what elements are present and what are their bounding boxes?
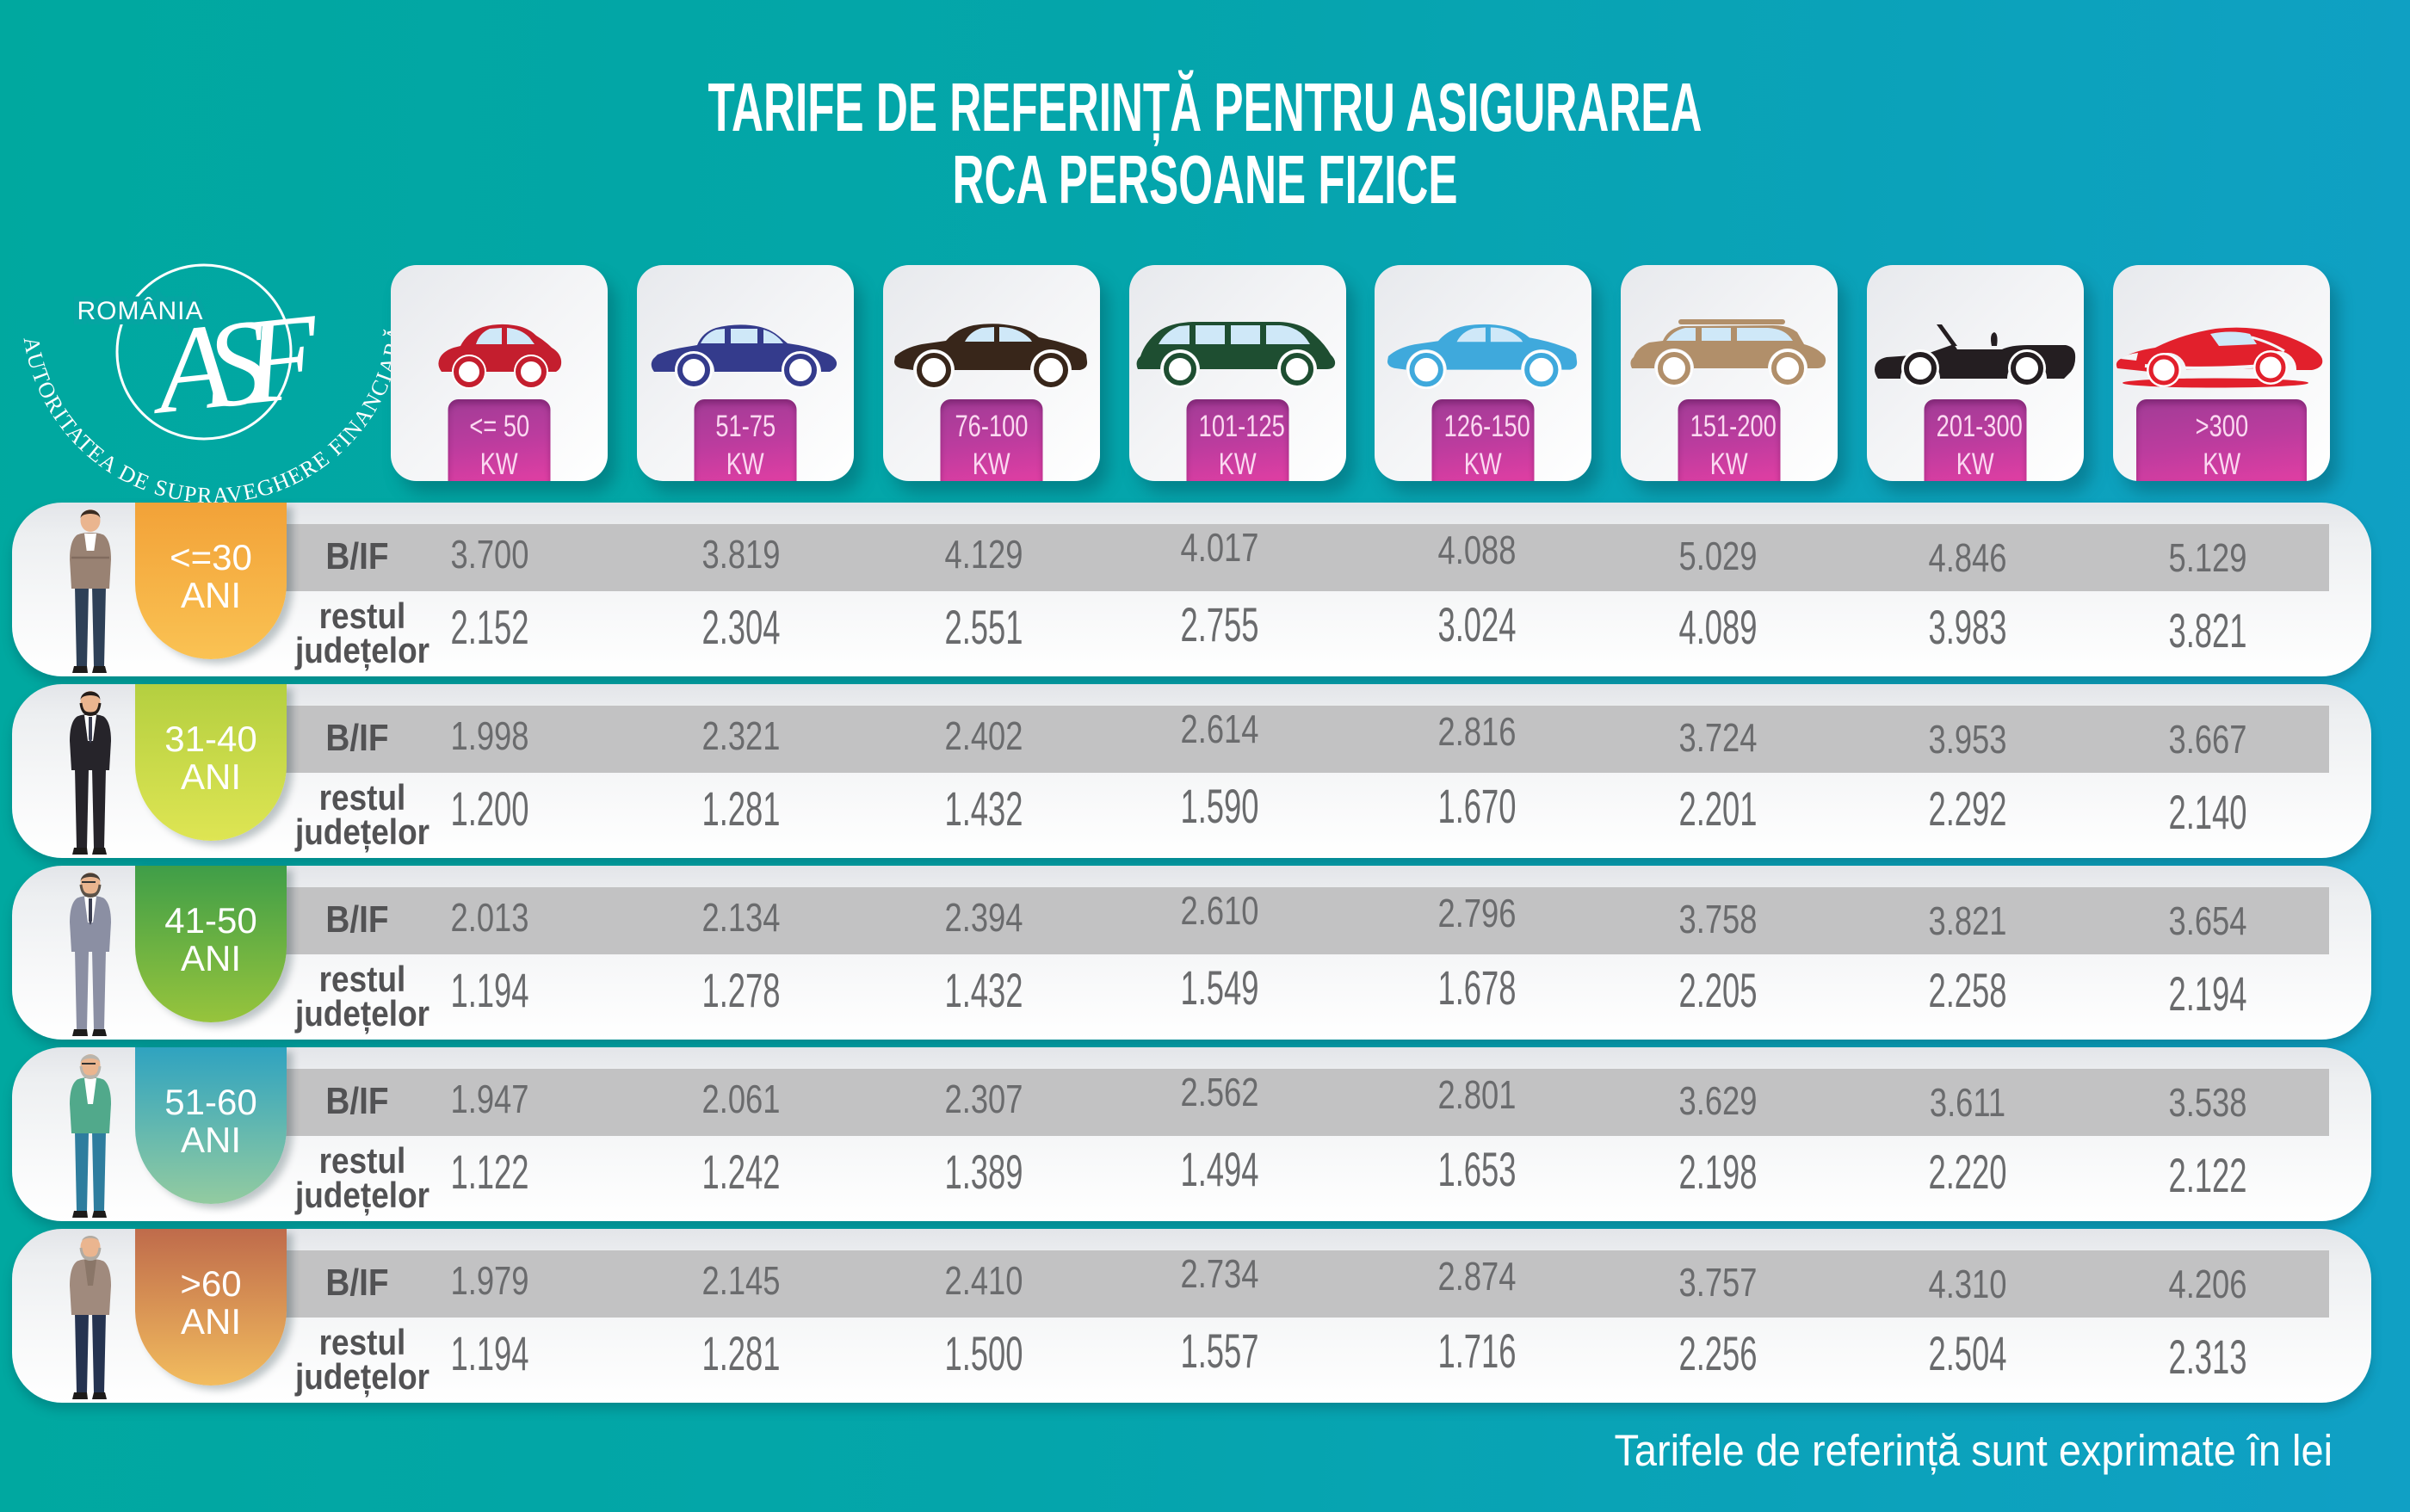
svg-text:ROMÂNIA: ROMÂNIA [77,297,203,325]
svg-text:ASF: ASF [143,287,326,440]
